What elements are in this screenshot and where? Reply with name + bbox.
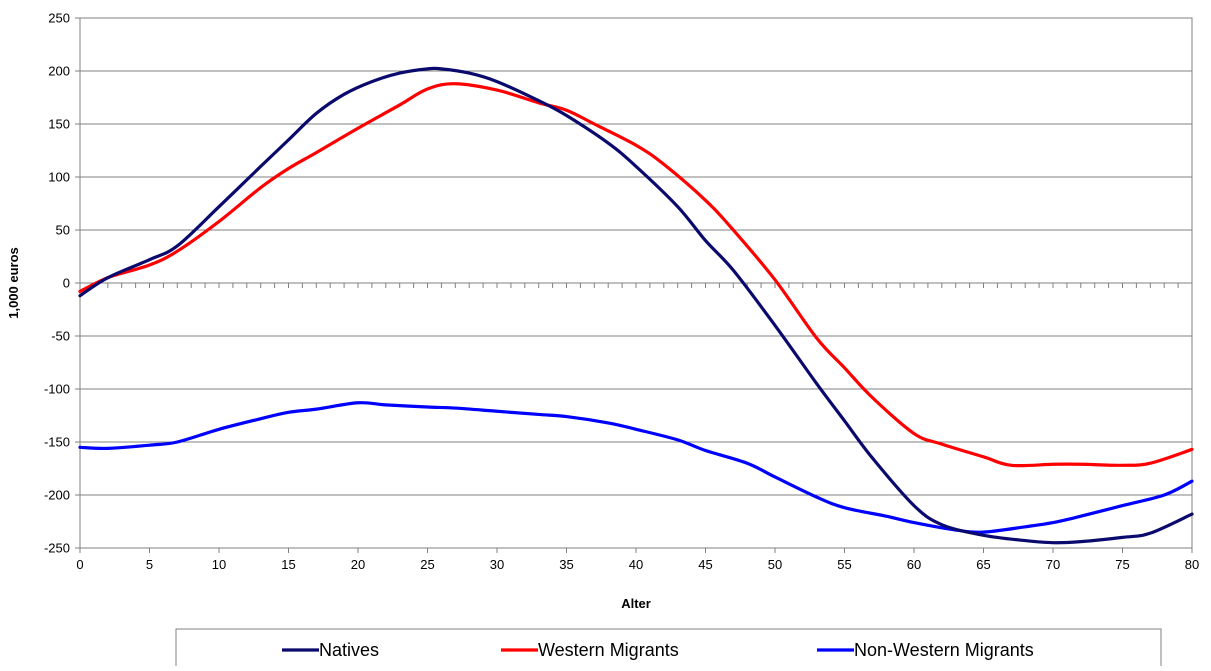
y-tick-label: -150 [44,435,70,450]
legend-box [175,628,1162,670]
y-tick-label: -200 [44,488,70,503]
x-tick-label: 25 [420,557,434,572]
x-tick-label: 60 [907,557,921,572]
y-tick-label: 200 [48,64,70,79]
x-axis-title: Alter [621,596,651,611]
legend-label-western-migrants: Western Migrants [538,640,679,660]
series-line-non-western-migrants [78,401,1194,534]
y-tick-label: -100 [44,382,70,397]
x-tick-label: 35 [559,557,573,572]
legend-label-non-western-migrants: Non-Western Migrants [854,640,1034,660]
y-axis-title: 1,000 euros [6,247,21,319]
legend: Natives Western Migrants Non-Western Migra… [175,628,1162,670]
x-tick-label: 40 [629,557,643,572]
tick-labels: 250 200 150 100 50 0 -50 -100 -150 -200 -250 0 5 10 15… [44,11,1199,573]
y-tick-label: 100 [48,170,70,185]
series-line-natives [78,66,1194,545]
x-tick-label: 55 [837,557,851,572]
x-tick-label: 65 [976,557,990,572]
legend-label-natives: Natives [319,640,379,660]
y-tick-label: -250 [44,541,70,556]
y-tick-label: -50 [51,329,70,344]
x-tick-label: 20 [351,557,365,572]
axes [75,17,1193,553]
x-tick-label: 0 [76,557,83,572]
x-tick-label: 15 [281,557,295,572]
series-lines [78,66,1194,545]
x-tick-label: 80 [1185,557,1199,572]
x-tick-label: 5 [146,557,153,572]
y-tick-label: 0 [63,276,70,291]
series-line-western-migrants [78,82,1194,468]
x-tick-label: 50 [768,557,782,572]
y-tick-label: 50 [56,223,70,238]
y-tick-label: 150 [48,117,70,132]
x-tick-label: 30 [490,557,504,572]
x-tick-label: 10 [212,557,226,572]
x-tick-label: 70 [1046,557,1060,572]
x-tick-label: 45 [698,557,712,572]
y-tick-label: 250 [48,11,70,26]
x-tick-label: 75 [1115,557,1129,572]
